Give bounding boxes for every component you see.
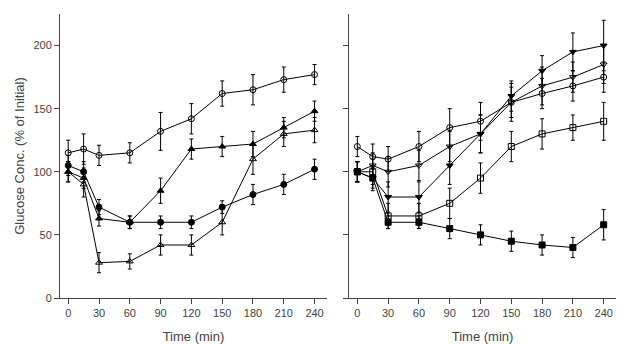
svg-text:90: 90 [444, 307, 456, 319]
svg-text:50: 50 [40, 229, 52, 241]
svg-text:180: 180 [244, 307, 262, 319]
svg-text:0: 0 [46, 292, 52, 304]
svg-text:Time (min): Time (min) [163, 329, 225, 344]
svg-text:180: 180 [533, 307, 551, 319]
svg-text:90: 90 [154, 307, 166, 319]
svg-text:240: 240 [595, 307, 613, 319]
svg-text:60: 60 [124, 307, 136, 319]
svg-text:100: 100 [33, 166, 51, 178]
svg-text:Time (min): Time (min) [452, 329, 514, 344]
svg-text:0: 0 [65, 307, 71, 319]
svg-text:150: 150 [213, 307, 231, 319]
svg-text:210: 210 [275, 307, 293, 319]
svg-text:210: 210 [564, 307, 582, 319]
svg-text:60: 60 [413, 307, 425, 319]
svg-text:30: 30 [382, 307, 394, 319]
svg-text:150: 150 [502, 307, 520, 319]
svg-text:200: 200 [33, 39, 51, 51]
svg-text:150: 150 [33, 103, 51, 115]
svg-text:Glucose Conc. (% of Initial): Glucose Conc. (% of Initial) [12, 77, 27, 235]
svg-text:120: 120 [471, 307, 489, 319]
svg-text:0: 0 [354, 307, 360, 319]
svg-text:30: 30 [93, 307, 105, 319]
svg-text:120: 120 [182, 307, 200, 319]
svg-text:240: 240 [305, 307, 323, 319]
